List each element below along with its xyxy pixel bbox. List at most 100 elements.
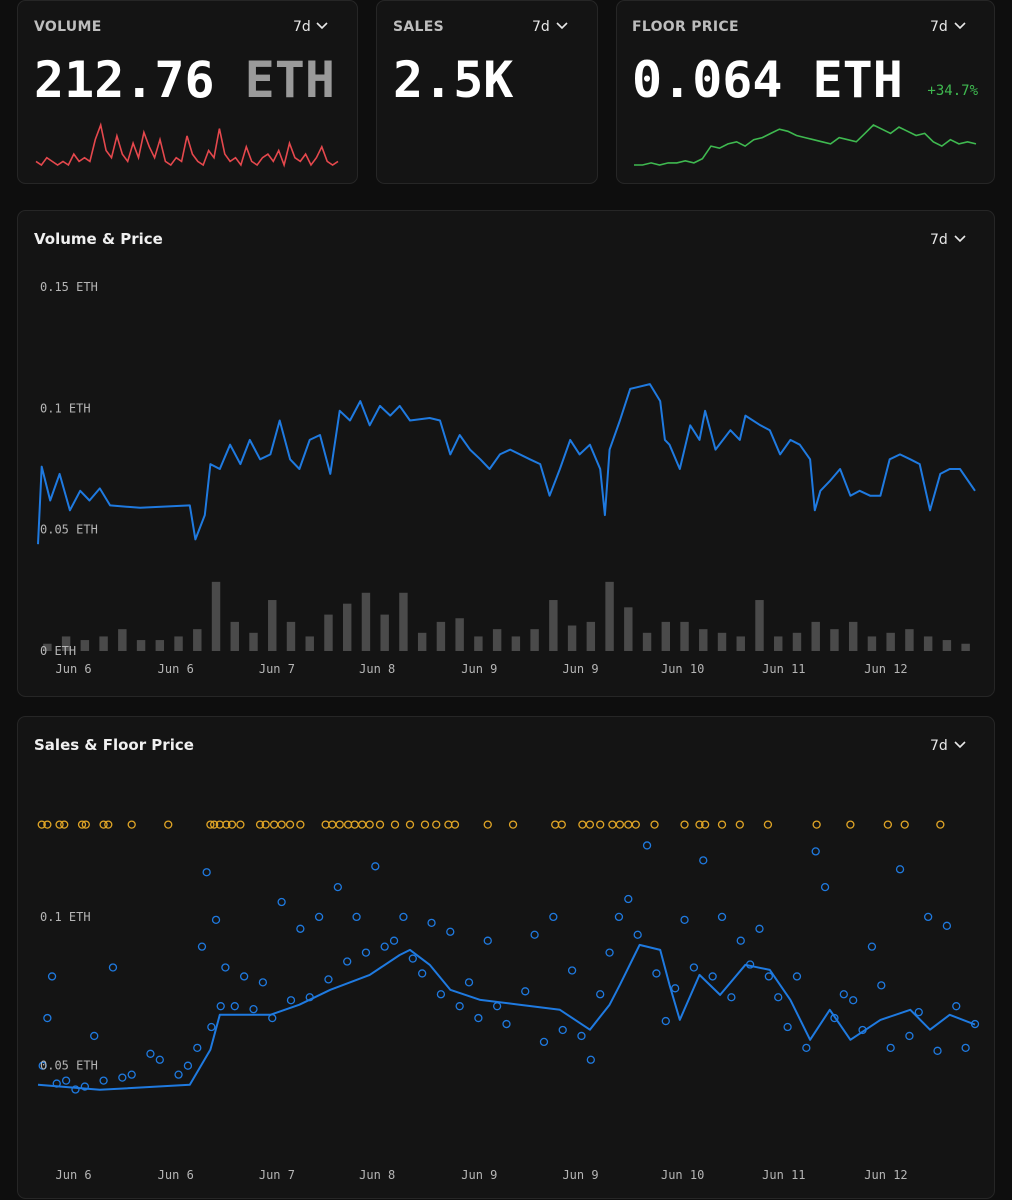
sale-point [258,978,268,987]
period-select[interactable]: 7d [930,232,948,248]
volume-bar [268,600,277,651]
outlier-point [255,820,265,829]
sale-point [71,1085,80,1094]
sale-point [661,1016,670,1026]
card-label: SALES [393,19,444,35]
sale-point [230,1002,239,1011]
volume-bar [680,621,689,651]
outlier-point [420,820,430,829]
sale-point [933,1046,942,1055]
volume-bar [361,592,371,651]
volume-bar [699,629,708,651]
x-tick-label: Jun 7 [259,1168,295,1182]
volume-bar [886,632,895,651]
sale-point [216,1002,225,1011]
sale-point [689,963,699,972]
sale-point [118,1073,127,1082]
volume-bar [455,618,464,651]
sale-point [183,1061,193,1070]
volume-price-panel [17,210,995,697]
volume-bar [792,632,802,651]
volume-bar [774,636,783,651]
sale-point [333,882,342,892]
sale-point [699,856,708,865]
outlier-point [236,820,245,829]
sale-point [961,1043,970,1053]
sale-point [839,990,848,999]
volume-bar [193,629,202,651]
period-select[interactable]: 7d [293,19,311,35]
volume-bar [830,629,839,651]
volume-bar [586,621,596,651]
sale-point [193,1043,202,1053]
sale-point [624,894,633,904]
sale-point [371,862,380,871]
volume-bar [942,640,952,651]
sale-point [197,942,207,951]
outlier-point [585,820,595,829]
volume-bar [736,636,745,651]
x-tick-label: Jun 9 [461,662,497,676]
outlier-point [763,820,773,829]
sale-point [380,942,389,951]
sale-point [361,948,371,957]
outlier-point [277,820,286,829]
y-tick-label: 0.1 ETH [40,401,91,415]
sale-point [596,990,605,999]
chevron [316,22,328,30]
sale-point [296,924,305,933]
sale-point [352,912,361,922]
sale-point [90,1031,99,1041]
sale-point [99,1076,108,1085]
panel-title: Volume & Price [34,230,163,248]
outlier-point [631,820,640,829]
floor-card [616,0,995,184]
sale-point [586,1055,595,1064]
sale-point [483,936,492,945]
x-tick-label: Jun 9 [461,1168,497,1182]
sale-point [820,882,830,892]
sale-point [774,993,783,1002]
sale-point [80,1082,89,1091]
volume-bar [811,621,820,651]
sale-point [530,930,539,939]
sale-point [455,1002,464,1011]
y-tick-label: 0.05 ETH [40,523,98,537]
sale-point [464,978,474,987]
sale-point [614,912,624,922]
x-tick-label: Jun 12 [864,1168,907,1182]
sale-point [399,912,408,922]
outlier-point [390,820,400,829]
value: 0.064 [632,51,783,109]
sale-point [886,1043,895,1053]
x-tick-label: Jun 11 [762,662,805,676]
chevron [954,235,966,243]
volume-bar [605,581,614,651]
sale-point [221,963,230,972]
sale-point [146,1049,155,1058]
volume-bar [211,581,221,651]
sale-point [418,969,427,978]
outlier-point [77,820,87,829]
outlier-point [81,820,90,829]
outlier-point [812,820,821,829]
outlier-point [735,820,744,829]
period-select[interactable]: 7d [930,19,948,35]
outlier-point [375,820,385,829]
volume-bar [567,625,577,651]
period-select[interactable]: 7d [532,19,550,35]
outlier-point [883,820,893,829]
card-value: 0.064 ETH [632,51,903,109]
panel-title: Sales & Floor Price [34,736,194,754]
outlier-point [695,820,704,829]
volume-bar [661,621,671,651]
x-tick-label: Jun 12 [864,662,907,676]
y-tick-label: 0.15 ETH [40,280,98,294]
card-value: 212.76 ETH [34,51,335,109]
outlier-point [508,820,518,829]
sale-point [811,847,820,856]
period-select[interactable]: 7d [930,738,948,754]
outlier-point [846,820,855,829]
sale-point [314,912,324,922]
